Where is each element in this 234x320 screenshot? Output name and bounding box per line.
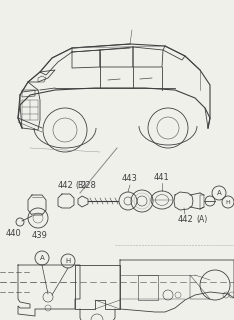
Text: H: H (226, 199, 230, 204)
Text: (B): (B) (75, 181, 86, 190)
Text: A: A (217, 190, 221, 196)
Text: 440: 440 (5, 229, 21, 238)
Text: 441: 441 (154, 173, 170, 182)
Text: 442: 442 (57, 181, 73, 190)
Text: A: A (40, 255, 44, 261)
Text: 443: 443 (122, 174, 138, 183)
Text: H: H (65, 258, 71, 264)
Text: (A): (A) (196, 215, 207, 224)
Text: 442: 442 (177, 215, 193, 224)
Text: 228: 228 (80, 181, 96, 190)
Text: 439: 439 (32, 231, 48, 240)
